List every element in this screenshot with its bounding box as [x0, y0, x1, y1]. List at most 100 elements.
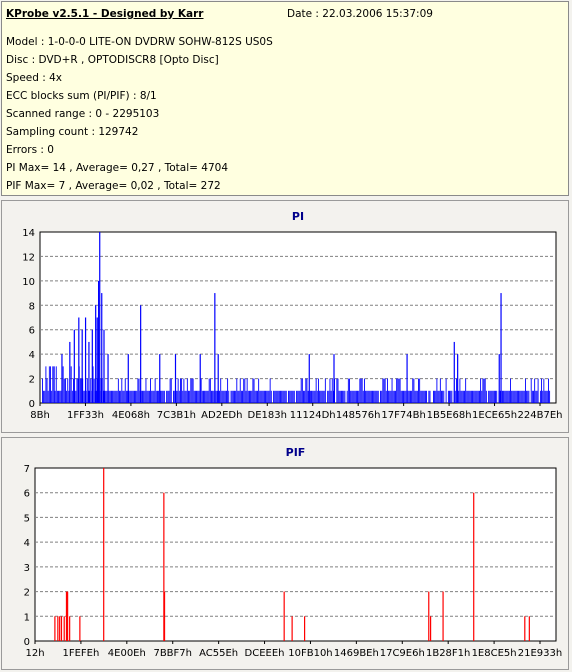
pi-noise-bar	[246, 378, 248, 403]
pi-noise-bar	[488, 390, 490, 403]
x-tick-label: AD2EDh	[201, 410, 242, 421]
pi-noise-bar	[504, 390, 506, 403]
pif-bar	[79, 616, 81, 641]
pi-noise-bar	[105, 390, 107, 403]
pi-noise-bar	[426, 390, 427, 403]
pi-noise-bar	[124, 378, 126, 403]
pi-noise-bar	[234, 390, 235, 403]
pi-noise-bar	[83, 390, 85, 403]
pi-noise-bar	[319, 390, 321, 403]
pi-noise-bar	[266, 390, 268, 403]
pi-noise-bar	[458, 390, 460, 403]
pi-bar	[140, 305, 142, 403]
pif-bar	[528, 616, 530, 641]
pi-noise-bar	[236, 378, 238, 403]
pi-noise-bar	[288, 390, 289, 403]
pi-noise-bar	[545, 390, 547, 403]
pi-noise-bar	[543, 378, 545, 403]
pi-noise-bar	[170, 378, 172, 403]
pi-noise-bar	[399, 378, 401, 403]
y-tick-label: 4	[24, 538, 30, 549]
pi-noise-bar	[449, 390, 450, 403]
x-tick-label: 1FF33h	[67, 410, 104, 421]
pi-noise-bar	[377, 390, 379, 403]
pi-noise-bar	[304, 390, 306, 403]
pi-noise-bar	[405, 390, 407, 403]
x-tick-label: 7BBF7h	[153, 648, 192, 659]
pi-noise-bar	[274, 390, 276, 403]
pi-noise-bar	[200, 378, 202, 403]
pi-noise-bar	[306, 378, 308, 403]
pi-noise-bar	[119, 390, 120, 403]
pi-noise-bar	[117, 378, 119, 403]
pi-noise-bar	[147, 390, 149, 403]
pi-noise-bar	[322, 390, 324, 403]
x-tick-label: 1B28F1h	[426, 648, 470, 659]
pi-noise-bar	[370, 390, 372, 403]
pi-noise-bar	[243, 378, 245, 403]
pi-noise-bar	[428, 390, 430, 403]
pi-noise-bar	[152, 390, 154, 403]
x-tick-label: 224B7Eh	[518, 410, 563, 421]
pi-bar	[73, 329, 75, 403]
pi-noise-bar	[351, 390, 353, 403]
pi-noise-bar	[469, 390, 471, 403]
pi-noise-bar	[116, 390, 118, 403]
pi-chart-panel: PI 0 2 4 6 8 10 12 14 8Bh 1FF33h 4E068h 7C3B1h AD2EDh…	[1, 200, 569, 433]
pi-bar	[127, 354, 129, 403]
pi-noise-bar	[485, 390, 487, 403]
pi-noise-bar	[330, 390, 332, 403]
pi-noise-bar	[48, 366, 50, 403]
pi-noise-bar	[183, 378, 185, 403]
pi-noise-bar	[222, 390, 224, 403]
pi-noise-bar	[66, 390, 68, 403]
pi-noise-bar	[339, 390, 341, 403]
pi-noise-bar	[182, 390, 184, 403]
pi-noise-bar	[142, 390, 143, 403]
pi-bar	[174, 354, 177, 403]
pi-noise-bar	[499, 390, 501, 403]
pif-bar	[283, 591, 285, 641]
pi-noise-bar	[365, 390, 367, 403]
pi-noise-bar	[180, 378, 181, 403]
pif-bar	[304, 616, 306, 641]
pi-noise-bar	[309, 390, 311, 403]
pi-noise-bar	[373, 390, 375, 403]
pi-bar	[498, 354, 500, 403]
x-tick-label: DCEEEh	[245, 648, 285, 659]
x-tick-label: 4E068h	[112, 410, 150, 421]
pi-noise-bar	[58, 390, 59, 403]
pi-noise-bar	[361, 378, 363, 403]
pi-noise-bar	[148, 390, 150, 403]
pi-noise-bar	[413, 378, 415, 403]
pi-noise-bar	[207, 390, 209, 403]
pi-noise-bar	[451, 390, 453, 403]
x-tick-label: 7C3B1h	[157, 410, 196, 421]
pi-noise-bar	[320, 390, 322, 403]
pi-noise-bar	[160, 390, 162, 403]
x-tick-label: 148576h	[336, 410, 381, 421]
pi-noise-bar	[527, 390, 529, 403]
pi-bar	[61, 354, 63, 403]
pi-noise-bar	[155, 390, 157, 403]
pi-noise-bar	[346, 390, 348, 403]
pi-noise-bar	[81, 378, 82, 403]
pi-noise-bar	[238, 390, 240, 403]
pi-noise-bar	[473, 390, 475, 403]
pi-noise-bar	[404, 390, 406, 403]
pi-noise-bar	[293, 390, 295, 403]
pi-noise-bar	[42, 378, 43, 403]
pi-noise-bar	[416, 390, 418, 403]
pi-noise-bar	[245, 390, 247, 403]
pi-noise-bar	[541, 378, 542, 403]
y-tick-label: 5	[24, 513, 30, 524]
pi-noise-bar	[52, 366, 54, 403]
pi-noise-bar	[364, 378, 365, 403]
pi-noise-bar	[531, 390, 533, 403]
pi-bar	[96, 317, 98, 403]
x-tick-label: 17F74Bh	[381, 410, 425, 421]
pi-noise-bar	[393, 390, 395, 403]
pi-noise-bar	[120, 390, 122, 403]
pi-noise-bar	[507, 390, 509, 403]
info-ecc: ECC blocks sum (PI/PIF) : 8/1	[6, 90, 157, 102]
